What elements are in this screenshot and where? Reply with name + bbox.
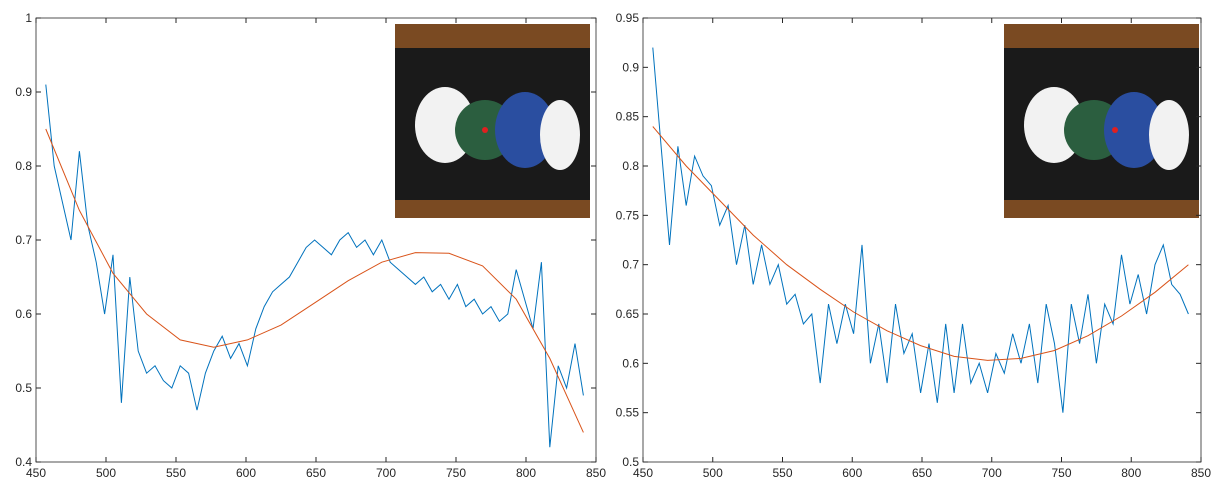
figure: 4505005506006507007508008500.40.50.60.70…: [0, 0, 1217, 481]
x-tick-label: 500: [703, 466, 723, 480]
y-tick-label: 0.75: [616, 208, 640, 222]
photo-white: [540, 100, 580, 170]
x-tick-label: 800: [1121, 466, 1141, 480]
y-tick-label: 0.65: [616, 307, 640, 321]
y-tick-label: 0.9: [15, 85, 32, 99]
y-tick-label: 1: [25, 11, 32, 25]
x-tick-label: 800: [516, 466, 536, 480]
y-tick-label: 0.6: [15, 307, 32, 321]
x-tick-label: 550: [166, 466, 186, 480]
y-tick-label: 0.55: [616, 406, 640, 420]
x-tick-label: 700: [376, 466, 396, 480]
x-tick-label: 750: [446, 466, 466, 480]
x-tick-label: 850: [1191, 466, 1211, 480]
y-tick-label: 0.95: [616, 11, 640, 25]
photo-wood: [1004, 24, 1199, 48]
x-tick-label: 700: [982, 466, 1002, 480]
y-tick-label: 0.6: [622, 356, 639, 370]
x-tick-label: 550: [772, 466, 792, 480]
x-tick-label: 500: [96, 466, 116, 480]
photo-wood: [395, 24, 590, 48]
y-tick-label: 0.8: [15, 159, 32, 173]
photo-marker: [482, 127, 488, 133]
photo-marker: [1112, 127, 1118, 133]
y-tick-label: 0.5: [622, 455, 639, 469]
y-tick-label: 0.9: [622, 60, 639, 74]
y-tick-label: 0.7: [15, 233, 32, 247]
y-tick-label: 0.85: [616, 110, 640, 124]
x-tick-label: 750: [1051, 466, 1071, 480]
x-tick-label: 650: [912, 466, 932, 480]
y-tick-label: 0.5: [15, 381, 32, 395]
x-tick-label: 600: [842, 466, 862, 480]
x-tick-label: 850: [586, 466, 606, 480]
x-tick-label: 600: [236, 466, 256, 480]
y-tick-label: 0.7: [622, 258, 639, 272]
y-tick-label: 0.8: [622, 159, 639, 173]
photo-wood: [1004, 200, 1199, 218]
y-tick-label: 0.4: [15, 455, 32, 469]
x-tick-label: 650: [306, 466, 326, 480]
photo-white: [1149, 100, 1189, 170]
photo-wood: [395, 200, 590, 218]
